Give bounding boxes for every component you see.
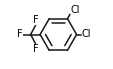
Text: Cl: Cl [81,30,90,39]
Text: Cl: Cl [70,5,79,15]
Text: F: F [32,44,38,54]
Text: F: F [32,15,38,25]
Text: F: F [17,30,22,39]
